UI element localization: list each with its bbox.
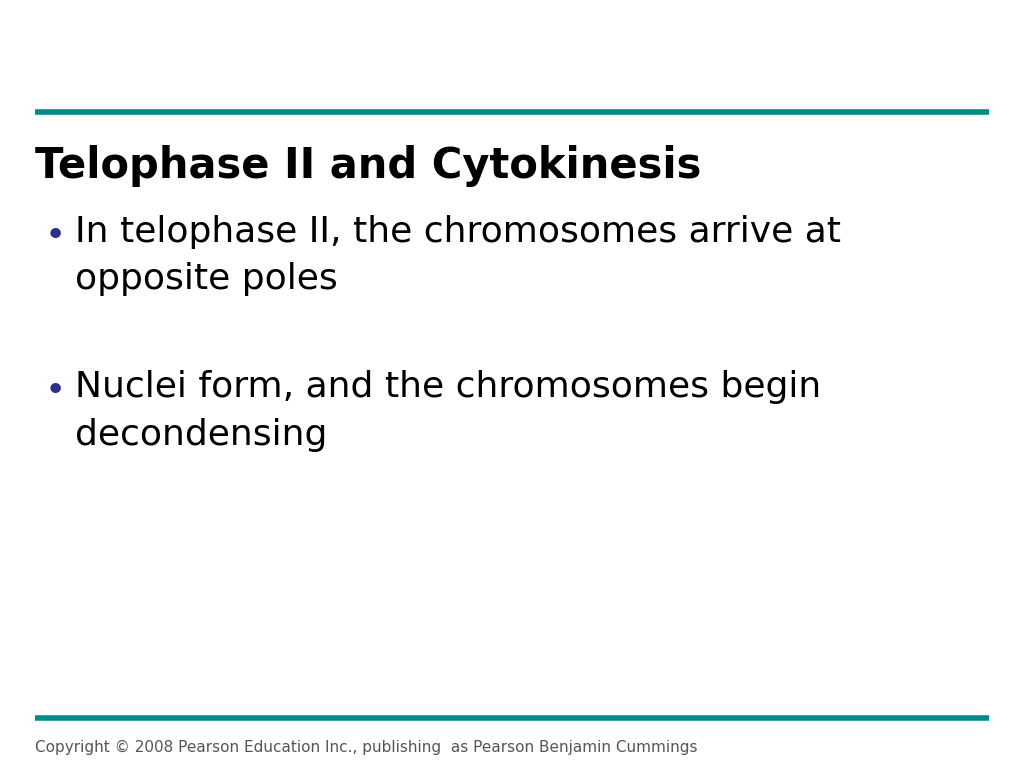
- Text: Copyright © 2008 Pearson Education Inc., publishing  as Pearson Benjamin Cumming: Copyright © 2008 Pearson Education Inc.,…: [35, 740, 697, 755]
- Text: In telophase II, the chromosomes arrive at
opposite poles: In telophase II, the chromosomes arrive …: [75, 215, 841, 296]
- Text: Telophase II and Cytokinesis: Telophase II and Cytokinesis: [35, 145, 701, 187]
- Text: •: •: [45, 374, 67, 408]
- Text: •: •: [45, 219, 67, 253]
- Text: Nuclei form, and the chromosomes begin
decondensing: Nuclei form, and the chromosomes begin d…: [75, 370, 821, 452]
